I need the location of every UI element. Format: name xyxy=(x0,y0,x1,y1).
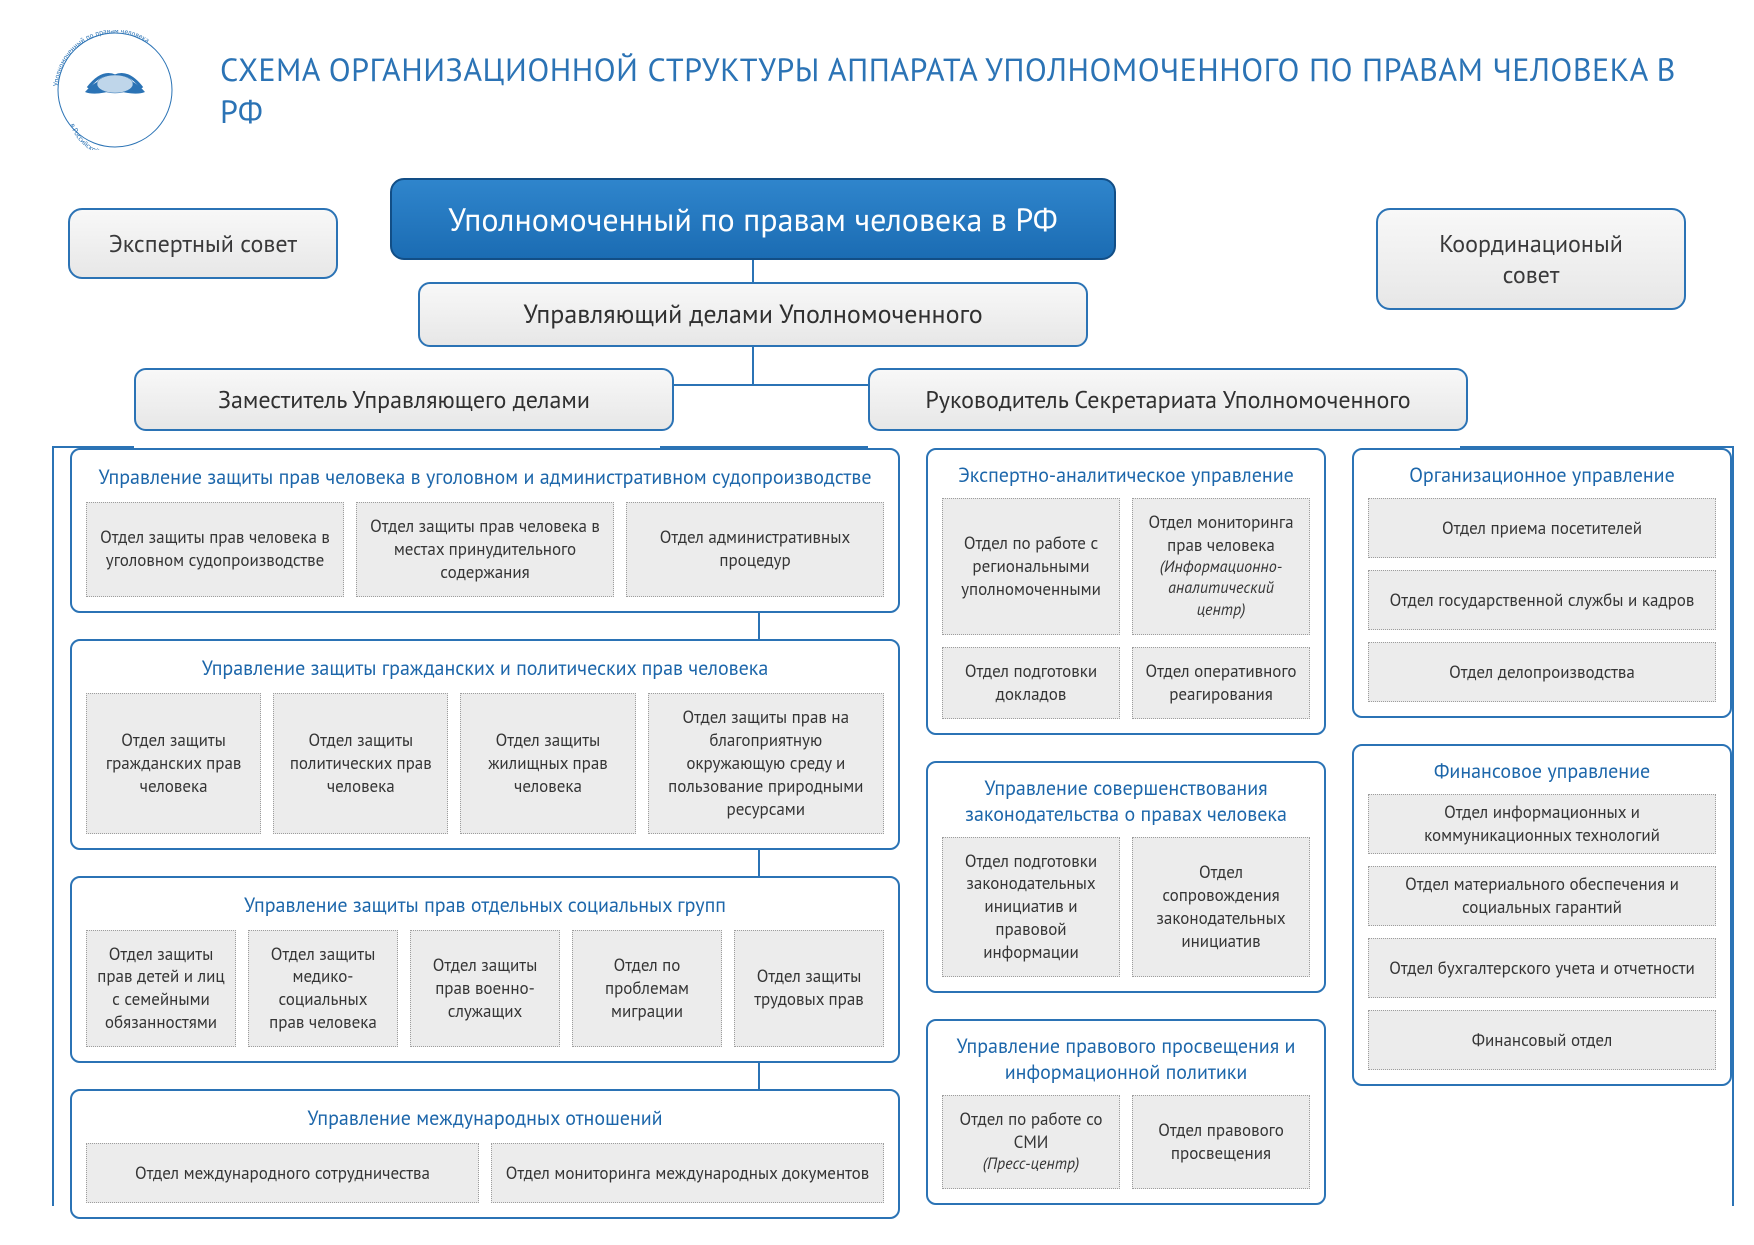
dept: Отдел подготовки докладов xyxy=(942,647,1120,719)
connector xyxy=(1732,446,1734,1206)
dept: Отдел государственной службы и кадров xyxy=(1368,570,1716,630)
directorate-title: Управление защиты гражданских и политиче… xyxy=(72,641,898,693)
org-chart: Уполномоченный по правам человека в Росс… xyxy=(0,0,1754,1240)
dept: Отдел по проблемам миграции xyxy=(572,930,722,1048)
directorate-title: Управление защиты прав человека в уголов… xyxy=(72,450,898,502)
dept: Отдел материального обеспечения и социал… xyxy=(1368,866,1716,926)
dept: Отдел информационных и коммуникационных … xyxy=(1368,794,1716,854)
dept: Отдел защиты медико-социальных прав чело… xyxy=(248,930,398,1048)
dept-stack: Отдел информационных и коммуникационных … xyxy=(1354,794,1730,1084)
directorate: Экспертно-аналитическое управление Отдел… xyxy=(926,448,1326,735)
dept: Отдел защиты жилищных прав человека xyxy=(460,693,635,834)
dept-row: Отдел подготовки законодательных инициат… xyxy=(928,837,1324,992)
dept: Отдел защиты прав человека в уголовном с… xyxy=(86,502,344,597)
dept: Отдел защиты гражданских прав человека xyxy=(86,693,261,834)
dept-row: Отдел по работе со СМИ(Пресс-центр) Отде… xyxy=(928,1095,1324,1202)
directorate: Управление защиты прав человека в уголов… xyxy=(70,448,900,613)
dept: Отдел делопроизводства xyxy=(1368,642,1716,702)
dept: Отдел административных процедур xyxy=(626,502,884,597)
directorate-title: Управление защиты прав отдельных социаль… xyxy=(72,878,898,930)
header: Уполномоченный по правам человека в Росс… xyxy=(40,30,1714,150)
dept: Отдел бухгалтерского учета и отчетности xyxy=(1368,938,1716,998)
top-row: Уполномоченный по правам человека в РФ Э… xyxy=(40,178,1714,368)
directorate: Управление международных отношений Отдел… xyxy=(70,1089,900,1219)
dept-row: Отдел международного сотрудничества Отде… xyxy=(72,1143,898,1217)
head-secretariat-box: Руководитель Секретариата Уполномоченног… xyxy=(868,368,1468,431)
manager-box: Управляющий делами Уполномоченного xyxy=(418,282,1088,347)
emblem-logo: Уполномоченный по правам человека в Росс… xyxy=(40,30,190,150)
directorate: Организационное управление Отдел приема … xyxy=(1352,448,1732,718)
dept: Отдел защиты политических прав человека xyxy=(273,693,448,834)
directorate: Управление правового просвещения и инфор… xyxy=(926,1019,1326,1204)
directorate-title: Управление международных отношений xyxy=(72,1091,898,1143)
right-column: Организационное управление Отдел приема … xyxy=(1352,448,1732,1245)
left-column: Управление защиты прав человека в уголов… xyxy=(70,448,900,1245)
dept: Отдел правового просвещения xyxy=(1132,1095,1310,1188)
directorate: Управление защиты прав отдельных социаль… xyxy=(70,876,900,1064)
deputy-box: Заместитель Управляющего делами xyxy=(134,368,674,431)
dept: Отдел защиты прав детей и лиц с семейным… xyxy=(86,930,236,1048)
coordination-council-box: Координационый совет xyxy=(1376,208,1686,310)
dept-row: Отдел защиты прав человека в уголовном с… xyxy=(72,502,898,611)
dept: Отдел по работе со СМИ(Пресс-центр) xyxy=(942,1095,1120,1188)
dept: Отдел мониторинга прав человека(Информац… xyxy=(1132,498,1310,635)
dept-row: Отдел защиты гражданских прав человека О… xyxy=(72,693,898,848)
dept: Отдел по работе с региональными уполномо… xyxy=(942,498,1120,635)
dept: Отдел сопровождения законодательных иниц… xyxy=(1132,837,1310,978)
dept: Отдел защиты прав военно­служащих xyxy=(410,930,560,1048)
dept: Отдел оперативного реагирования xyxy=(1132,647,1310,719)
expert-council-box: Экспертный совет xyxy=(68,208,338,279)
columns: Управление защиты прав человека в уголов… xyxy=(40,448,1714,1245)
emblem-icon: Уполномоченный по правам человека в Росс… xyxy=(40,30,190,150)
dept: Отдел защиты трудовых прав xyxy=(734,930,884,1048)
directorate-title: Экспертно-аналитическое управление xyxy=(928,450,1324,498)
deputies-row: Заместитель Управляющего делами Руководи… xyxy=(40,368,1714,448)
dept-grid: Отдел по работе с региональными уполномо… xyxy=(928,498,1324,733)
directorate-title: Организационное управление xyxy=(1354,450,1730,498)
dept: Финансовый отдел xyxy=(1368,1010,1716,1070)
dept-stack: Отдел приема посетителей Отдел государст… xyxy=(1354,498,1730,716)
dept: Отдел приема посетителей xyxy=(1368,498,1716,558)
dept: Отдел защиты прав на благоприятную окруж… xyxy=(648,693,884,834)
directorate-title: Финансовое управление xyxy=(1354,746,1730,794)
directorate-title: Управление совершенствования законодател… xyxy=(928,763,1324,837)
dept: Отдел мониторинга международных документ… xyxy=(491,1143,884,1203)
directorate: Управление защиты гражданских и политиче… xyxy=(70,639,900,850)
dept: Отдел подготовки законодательных инициат… xyxy=(942,837,1120,978)
mid-column: Экспертно-аналитическое управление Отдел… xyxy=(926,448,1326,1245)
directorate: Управление совершенствования законодател… xyxy=(926,761,1326,994)
dept: Отдел международного сотрудничества xyxy=(86,1143,479,1203)
page-title: СХЕМА ОРГАНИЗАЦИОННОЙ СТРУКТУРЫ АППАРАТА… xyxy=(220,48,1714,132)
dept: Отдел защиты прав человека в местах прин… xyxy=(356,502,614,597)
directorate: Финансовое управление Отдел информационн… xyxy=(1352,744,1732,1086)
directorate-title: Управление правового просвещения и инфор… xyxy=(928,1021,1324,1095)
commissioner-box: Уполномоченный по правам человека в РФ xyxy=(390,178,1116,260)
dept-row: Отдел защиты прав детей и лиц с семейным… xyxy=(72,930,898,1062)
chart-body: Уполномоченный по правам человека в РФ Э… xyxy=(40,178,1714,1198)
